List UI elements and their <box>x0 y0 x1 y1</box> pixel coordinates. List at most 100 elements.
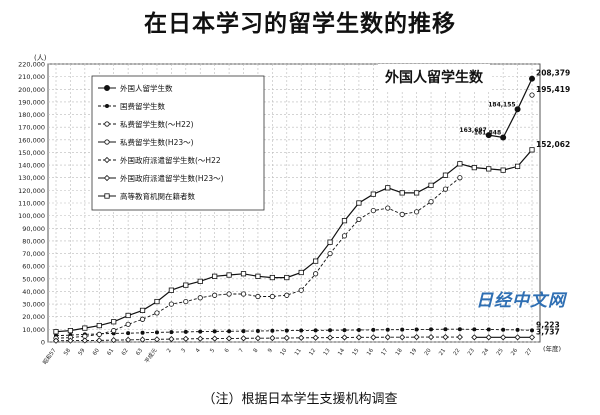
x-tick-label: 62 <box>121 348 130 357</box>
x-tick-label: 5 <box>209 347 216 354</box>
data-point <box>385 205 391 211</box>
series-line <box>55 177 461 339</box>
data-point <box>370 334 377 341</box>
data-point <box>140 330 145 335</box>
x-tick-label: 27 <box>525 347 534 357</box>
data-point <box>241 329 246 334</box>
data-point <box>530 328 535 333</box>
data-point <box>103 156 111 164</box>
data-point <box>370 207 376 214</box>
data-point <box>442 172 449 178</box>
data-point <box>313 258 319 264</box>
data-point <box>442 186 449 192</box>
data-point <box>182 335 189 342</box>
data-point <box>457 161 463 167</box>
series-3 <box>529 92 535 98</box>
series-4 <box>52 334 463 344</box>
series-line <box>55 149 533 333</box>
y-tick-label: 140,000 <box>18 162 45 170</box>
data-point <box>240 271 247 277</box>
data-point <box>96 331 102 338</box>
y-tick-label: 210,000 <box>18 73 45 81</box>
data-point <box>486 327 491 332</box>
x-tick-label: 61 <box>106 348 115 357</box>
data-point <box>197 295 203 301</box>
y-unit-label: (人) <box>34 54 47 62</box>
x-tick-label: 10 <box>279 347 288 357</box>
data-point <box>356 200 362 206</box>
data-point <box>153 336 161 343</box>
data-point <box>413 334 420 341</box>
data-point <box>67 337 74 344</box>
data-point <box>500 167 506 173</box>
x-tick-label: 22 <box>453 348 462 357</box>
series-5 <box>471 334 536 341</box>
data-point <box>212 329 217 334</box>
data-point <box>385 327 390 332</box>
data-point <box>169 330 174 335</box>
data-point <box>104 139 110 145</box>
data-point <box>139 307 146 314</box>
data-point <box>341 233 348 239</box>
data-point <box>96 322 102 329</box>
data-point <box>399 334 406 341</box>
data-point <box>313 328 318 333</box>
data-point <box>429 327 434 332</box>
data-point <box>328 328 333 333</box>
watermark-logo: 日经中文网 <box>476 291 566 311</box>
x-tick-label: 6 <box>224 347 231 354</box>
data-point <box>168 287 174 293</box>
x-tick-label: 9 <box>267 347 274 354</box>
data-point <box>255 329 260 334</box>
data-point <box>53 329 59 335</box>
data-point <box>399 190 405 196</box>
data-point <box>427 334 435 341</box>
y-tick-label: 220,000 <box>18 61 45 69</box>
data-point <box>472 327 477 332</box>
data-point <box>528 334 536 341</box>
y-tick-label: 90,000 <box>22 225 45 233</box>
data-point <box>103 174 111 182</box>
data-point <box>227 329 232 334</box>
data-point <box>399 211 405 217</box>
data-point <box>154 298 160 305</box>
data-point <box>197 335 204 342</box>
data-point <box>299 328 304 333</box>
data-point <box>298 334 305 341</box>
data-point <box>515 327 520 332</box>
data-point <box>212 273 218 279</box>
data-point <box>52 337 60 344</box>
data-point <box>298 287 304 293</box>
data-point <box>284 328 289 333</box>
data-point <box>183 329 188 334</box>
y-tick-label: 70,000 <box>22 250 45 258</box>
x-tick-label: 16 <box>366 347 375 357</box>
data-point <box>255 293 261 300</box>
chart-inner-title: 外国人留学生数 <box>378 64 490 90</box>
data-point <box>442 334 449 341</box>
data-point <box>254 335 262 342</box>
data-point <box>500 134 507 141</box>
data-point <box>284 274 290 281</box>
x-tick-label: 昭和57 <box>41 346 58 366</box>
data-point <box>428 199 434 205</box>
data-point <box>384 334 391 341</box>
y-tick-label: 110,000 <box>18 200 45 208</box>
y-tick-label: 0 <box>41 339 45 347</box>
x-tick-label: 19 <box>409 347 418 357</box>
data-point <box>198 329 203 334</box>
legend-entry: 外国人留学生数 <box>120 83 173 93</box>
legend-entry: 外国政府派遣留学生数(～H22 <box>120 155 221 165</box>
y-tick-label: 100,000 <box>18 212 45 220</box>
y-tick-label: 40,000 <box>22 288 45 296</box>
y-tick-label: 200,000 <box>18 86 45 94</box>
data-point <box>342 328 347 333</box>
data-point <box>414 190 420 196</box>
y-axis: 0 10,000 20,000 30,000 40,000 50,000 60,000 70,… <box>18 54 47 347</box>
data-point <box>313 271 319 277</box>
data-label: 161,848 <box>474 129 501 136</box>
data-point <box>183 282 189 288</box>
data-point <box>154 310 160 316</box>
data-point <box>240 335 247 342</box>
